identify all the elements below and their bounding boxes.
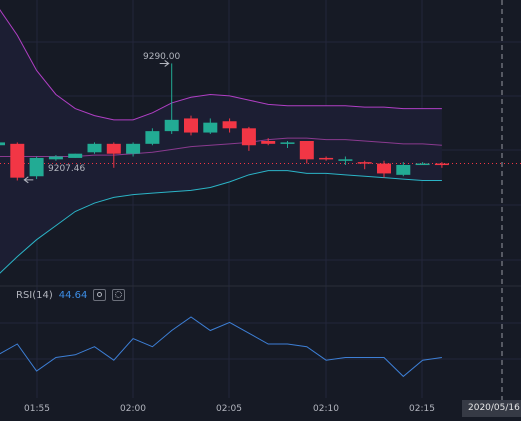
rsi-label: RSI(14) <box>16 289 53 301</box>
candle-body <box>280 142 295 144</box>
candle-body <box>319 157 334 160</box>
candle-body <box>338 159 353 161</box>
candle-body <box>164 119 179 132</box>
rsi-legend: RSI(14) 44.64 <box>16 289 126 301</box>
rsi-value: 44.64 <box>58 289 88 301</box>
candle-body <box>222 121 237 129</box>
candle-body <box>434 163 449 166</box>
candle-body <box>241 128 256 146</box>
candle-body <box>126 143 141 154</box>
time-tick: 02:15 <box>409 404 435 414</box>
settings-icon[interactable] <box>112 289 126 301</box>
candle-body <box>10 143 25 178</box>
candle-body <box>415 163 430 166</box>
candle-body <box>396 164 411 175</box>
bollinger-lower-line <box>0 170 442 274</box>
time-tick: 02:05 <box>216 404 242 414</box>
candle-body <box>29 157 44 177</box>
candle-body <box>68 153 83 158</box>
rsi-line <box>0 316 442 378</box>
crosshair-time-label: 2020/05/16 02: <box>462 400 521 417</box>
candle-body <box>106 143 121 154</box>
candle-body <box>184 118 198 133</box>
bollinger-band-fill <box>0 9 442 274</box>
candle-body <box>299 141 314 160</box>
candle-body <box>0 142 5 146</box>
bollinger-upper-line <box>0 9 442 121</box>
candle-body <box>261 141 276 144</box>
candle-body <box>377 163 391 174</box>
candle-body <box>87 143 102 153</box>
high-annotation-arrow <box>159 60 170 67</box>
candle-body <box>357 162 372 164</box>
time-tick: 02:00 <box>120 404 146 414</box>
candle-body <box>48 156 63 160</box>
time-tick: 01:55 <box>24 404 50 414</box>
low-annotation-arrow <box>23 176 34 184</box>
eye-icon[interactable] <box>93 289 107 301</box>
candle-body <box>203 122 218 133</box>
candle-body <box>145 131 160 144</box>
low-price-annotation: 9207.46 <box>48 164 86 174</box>
high-price-annotation: 9290.00 <box>143 52 181 62</box>
time-tick: 02:10 <box>313 404 339 414</box>
